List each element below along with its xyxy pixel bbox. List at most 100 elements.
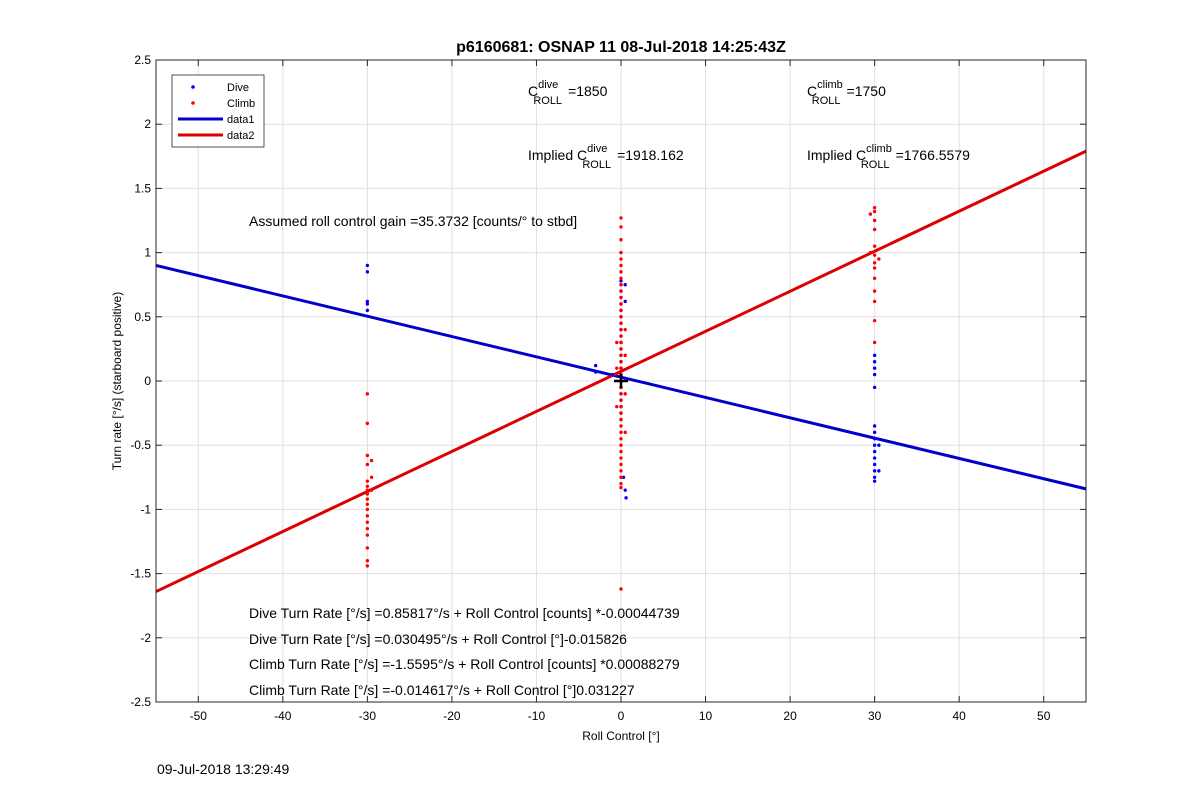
legend-label: data2 [227,130,255,142]
climb-point [623,327,627,332]
climb-point [623,430,627,435]
climb-point [365,484,370,488]
climb-point [619,437,623,441]
climb-point [619,469,623,473]
dive-point [872,430,877,435]
climb-point [872,299,877,304]
climb-point [619,347,623,351]
climb-point [365,559,370,563]
dive-point [623,488,627,492]
chart-title: p6160681: OSNAP 11 08-Jul-2018 14:25:43Z [456,39,786,56]
dive-point [872,469,877,473]
axis-ticks: -50 -40 -30 -20 -10 0 10 20 30 40 50-2.5-2-1.5-1-0… [130,53,1086,723]
gain-annotation: Assumed roll control gain =35.3732 [coun… [249,213,577,229]
climb-point [872,253,877,257]
dive-point [365,299,370,304]
y-tick-label: 2 [144,117,151,131]
climb-point [619,366,623,370]
climb-point [619,283,623,287]
x-tick-label: 40 [953,709,967,723]
dive-equation-counts: Dive Turn Rate [°/s] =0.85817°/s + Roll … [249,605,680,621]
climb-point [619,430,623,435]
legend-label: data1 [227,114,255,126]
dive-point [365,263,370,268]
climb-point [365,502,370,506]
climb-point [872,244,877,248]
climb-point [365,392,370,396]
y-tick-label: 1 [144,246,151,260]
dive-point [872,372,877,377]
climb-point [872,227,877,232]
dive-point [623,299,627,304]
center-marker [614,374,628,388]
dive-point [610,372,615,377]
climb-point [365,514,370,518]
dive-point [872,366,877,370]
climb-point [365,526,370,531]
climb-point [619,276,623,280]
climb-point [619,308,623,313]
climb-point [619,411,623,415]
climb-point [619,587,623,591]
climb-point [619,462,623,467]
legend: Dive Climb data1 data2 [171,74,265,148]
dive-point [872,424,877,428]
dive-point [872,456,877,460]
dive-point [593,363,598,368]
x-tick-label: 0 [618,709,625,723]
climb-point [365,453,370,458]
dive-point [877,443,881,447]
x-tick-label: 30 [868,709,882,723]
climb-point [619,404,623,409]
legend-marker [191,85,195,89]
y-tick-label: 0.5 [134,310,151,324]
climb-point [619,417,623,422]
climb-point [872,318,877,323]
climb-point [365,546,370,550]
climb-point [872,218,877,223]
climb-point [619,485,623,490]
dive-point [872,360,877,364]
dive-point [624,496,628,500]
dive-point [365,308,370,313]
climb-point [619,334,623,338]
climb-point [623,392,627,396]
x-tick-label: -10 [528,709,546,723]
c-climb-annotation: Cclimb ROLL=1750 [807,79,886,107]
climb-point [619,315,623,319]
y-tick-label: 1.5 [134,181,151,195]
x-tick-label: 20 [783,709,797,723]
dive-point [623,283,627,287]
climb-point [872,261,877,265]
dive-point [619,279,623,283]
climb-equation-degrees: Climb Turn Rate [°/s] =-0.014617°/s + Ro… [249,682,635,698]
climb-point [615,404,619,409]
climb-point [619,257,623,261]
x-tick-label: -40 [274,709,292,723]
climb-point [619,449,623,454]
dive-point [365,302,370,306]
climb-point [619,340,623,345]
plot-frame [155,59,1087,703]
climb-point [619,424,623,428]
climb-point [619,263,623,268]
c-dive-annotation: Cdive ROLL=1850 [528,79,608,107]
climb-point [369,488,374,492]
y-tick-label: -1 [140,502,151,516]
climb-point [615,366,619,370]
climb-point [365,507,370,512]
implied-c-climb-annotation: Implied Cclimb ROLL=1766.5579 [807,143,970,171]
climb-point [619,353,623,358]
climb-point [619,302,623,306]
climb-point [872,340,877,345]
climb-point [872,205,877,210]
dive-point [872,437,877,441]
climb-point [365,520,370,524]
dive-point [872,475,877,479]
climb-point [619,295,623,300]
climb-point [365,462,370,467]
climb-point [619,443,623,447]
scatter-points [365,205,881,591]
climb-point [365,497,370,501]
